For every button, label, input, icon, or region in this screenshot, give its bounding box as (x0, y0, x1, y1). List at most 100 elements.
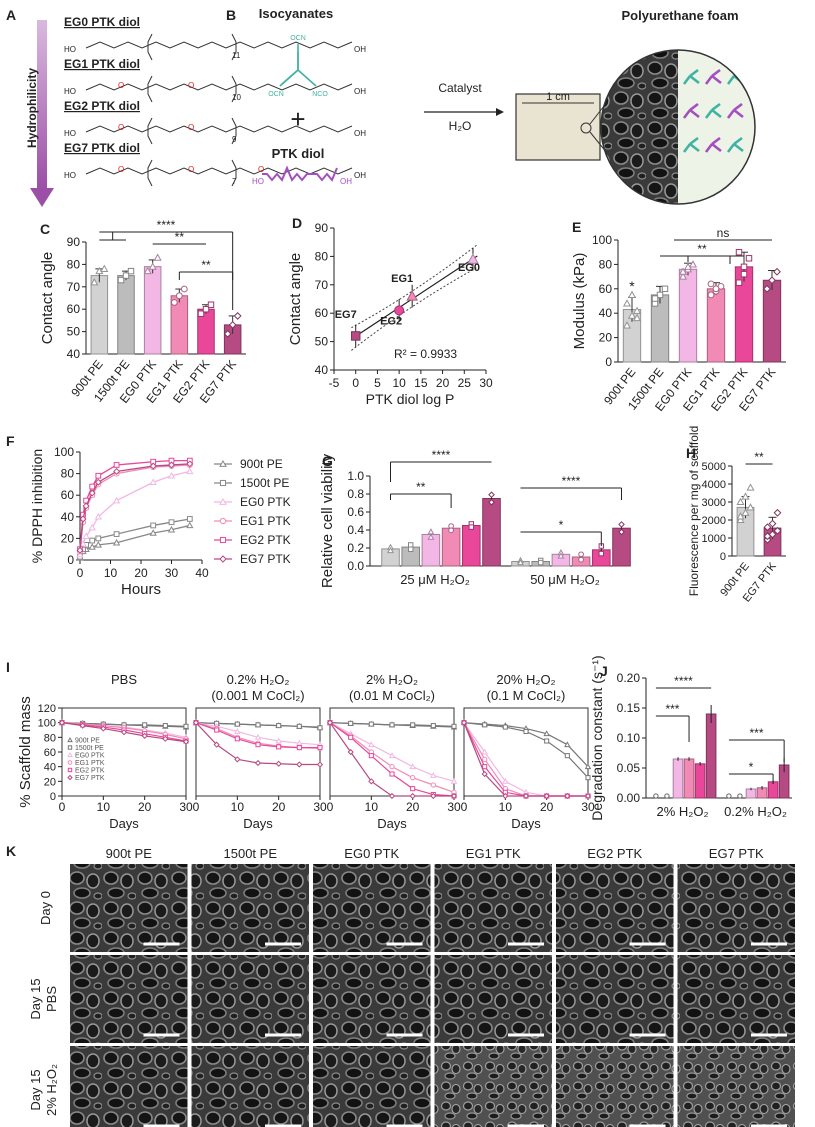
chart-j-sig-3: * (728, 760, 774, 775)
chart-c-point (202, 305, 210, 313)
chart-i-legend-marker (67, 767, 73, 773)
chart-f-point (186, 521, 194, 529)
chart-f-legend-marker (219, 479, 227, 487)
chart-e-ytick-label: 60 (599, 282, 613, 296)
chart-f-legend-label: EG7 PTK (240, 552, 291, 566)
chart-c-sig-2-label: ** (201, 258, 211, 272)
chart-i-2-point (430, 782, 436, 788)
chart-i-2-title: 2% H₂O₂ (366, 672, 418, 687)
polymer-node (704, 68, 722, 85)
chart-f-point (113, 531, 120, 537)
chart-j-bar (767, 781, 779, 799)
chart-e-ytick-label: 20 (599, 331, 613, 345)
chart-f-point (168, 519, 175, 526)
chart-c-ytick-label: 40 (67, 347, 81, 361)
chart-g-point (407, 546, 414, 552)
chart-i-2-subtitle: (0.01 M CoCl₂) (349, 688, 435, 703)
chart-i-1-point (276, 723, 282, 729)
chart-i-3-point (564, 741, 571, 748)
chart-i-2-point (368, 721, 374, 727)
chart-d-letter: D (292, 215, 302, 231)
chart-j-point (737, 793, 743, 799)
chart-h-ytick-label: 0 (720, 551, 726, 563)
chart-i-1-point (214, 727, 220, 733)
chart-i-2-point (451, 723, 457, 729)
chart-i-0-point (142, 722, 148, 728)
chart-i-1-point (234, 756, 241, 763)
sem-image (191, 955, 309, 1043)
chart-j-letter: J (600, 663, 608, 679)
chart-c-ytick-label: 70 (67, 280, 81, 294)
polymer-node (682, 102, 700, 119)
sem-image (677, 864, 795, 952)
chart-g-point (517, 558, 524, 566)
chart-i-1-xtick-label: 20 (272, 800, 286, 814)
zoom-origin (580, 122, 592, 134)
chart-f-legend-marker (219, 459, 227, 467)
chart-i-0-xtick-label: 30 (179, 800, 193, 814)
chart-i-1-point (296, 739, 303, 746)
chart-i-1-point (254, 759, 262, 767)
chart-e-letter: E (572, 219, 581, 235)
chart-j-sig-2-label: *** (750, 726, 764, 740)
chart-j-bar (672, 758, 684, 799)
chart-i-1-point (255, 742, 261, 748)
chart-d-xlabel: PTK diol log P (366, 391, 455, 407)
chart-f-point (82, 532, 90, 539)
chart-g-point (448, 527, 454, 534)
chart-c-point (148, 262, 157, 270)
chart-c-ytick-label: 90 (67, 235, 81, 249)
chart-f-point (79, 515, 87, 523)
chart-h-letter: H (686, 445, 696, 461)
chart-i-legend-label: 1500t PE (75, 745, 104, 752)
chart-d-ytick-label: 70 (315, 278, 329, 292)
polymer-node (682, 136, 700, 153)
chart-i-1-point (255, 722, 261, 728)
chart-c-ylabel: Contact angle (39, 252, 56, 345)
chart-i-2-point (409, 792, 416, 800)
chart-f-legend-label: 1500t PE (240, 476, 289, 490)
chart-d-ytick-label: 90 (315, 221, 329, 235)
chart-g-ylabel: Relative cell viability (319, 453, 336, 588)
diol-name-1: EG1 PTK diol (64, 57, 140, 71)
chart-i-ylabel: % Scaffold mass (17, 696, 34, 807)
diol-ho-3: HO (64, 171, 76, 180)
chart-i-1-xtick-label: 10 (231, 800, 245, 814)
polymer-node (726, 102, 744, 119)
chart-g-ytick-label: 1.0 (347, 469, 364, 483)
chart-d-xtick-label: 25 (458, 376, 472, 390)
chart-c-point (127, 267, 135, 275)
chart-e-ytick-label: 0 (605, 355, 612, 369)
chart-i-3-point (584, 763, 592, 770)
chart-g-point (387, 546, 394, 554)
chart-d-point (350, 331, 361, 341)
chart-c-sig-0-label: **** (157, 218, 176, 232)
chart-f-xtick-label: 0 (77, 566, 84, 580)
chart-i-2-point (368, 753, 374, 759)
chart-f-legend-label: EG1 PTK (240, 514, 291, 528)
chart-i-1-title: 0.2% H₂O₂ (227, 672, 290, 687)
chart-c-point (197, 310, 205, 317)
chart-c-sig-2: ** (178, 258, 234, 280)
chart-i-2-point (348, 720, 354, 726)
chart-i-0-point (58, 719, 66, 726)
chart-d-r2: R² = 0.9933 (394, 347, 457, 361)
chart-j-ytick-label: 0.10 (617, 731, 641, 745)
chart-h-point (741, 492, 750, 500)
diol-oh-2: OH (354, 129, 366, 138)
chart-f-point (88, 523, 96, 531)
chart-i-0-ytick-label: 20 (44, 776, 56, 788)
ptk-diol-label: PTK diol (272, 146, 325, 161)
oxygen-3: O (118, 165, 124, 174)
sem-image (556, 864, 674, 952)
chart-i-2-point (348, 734, 354, 740)
chart-h-ytick-label: 1000 (702, 533, 726, 545)
chart-i-3-xtick-label: 30 (581, 800, 595, 814)
chart-g-point (488, 498, 495, 506)
oxygen-3: O (258, 165, 264, 174)
chart-e-sig-2-label: ns (717, 226, 730, 240)
chart-g-ytick-label: 0.8 (347, 487, 364, 501)
chart-i-2-point (450, 792, 458, 800)
chart-e-sig-1: ** (660, 242, 744, 257)
chart-f-ytick-label: 60 (61, 488, 75, 502)
